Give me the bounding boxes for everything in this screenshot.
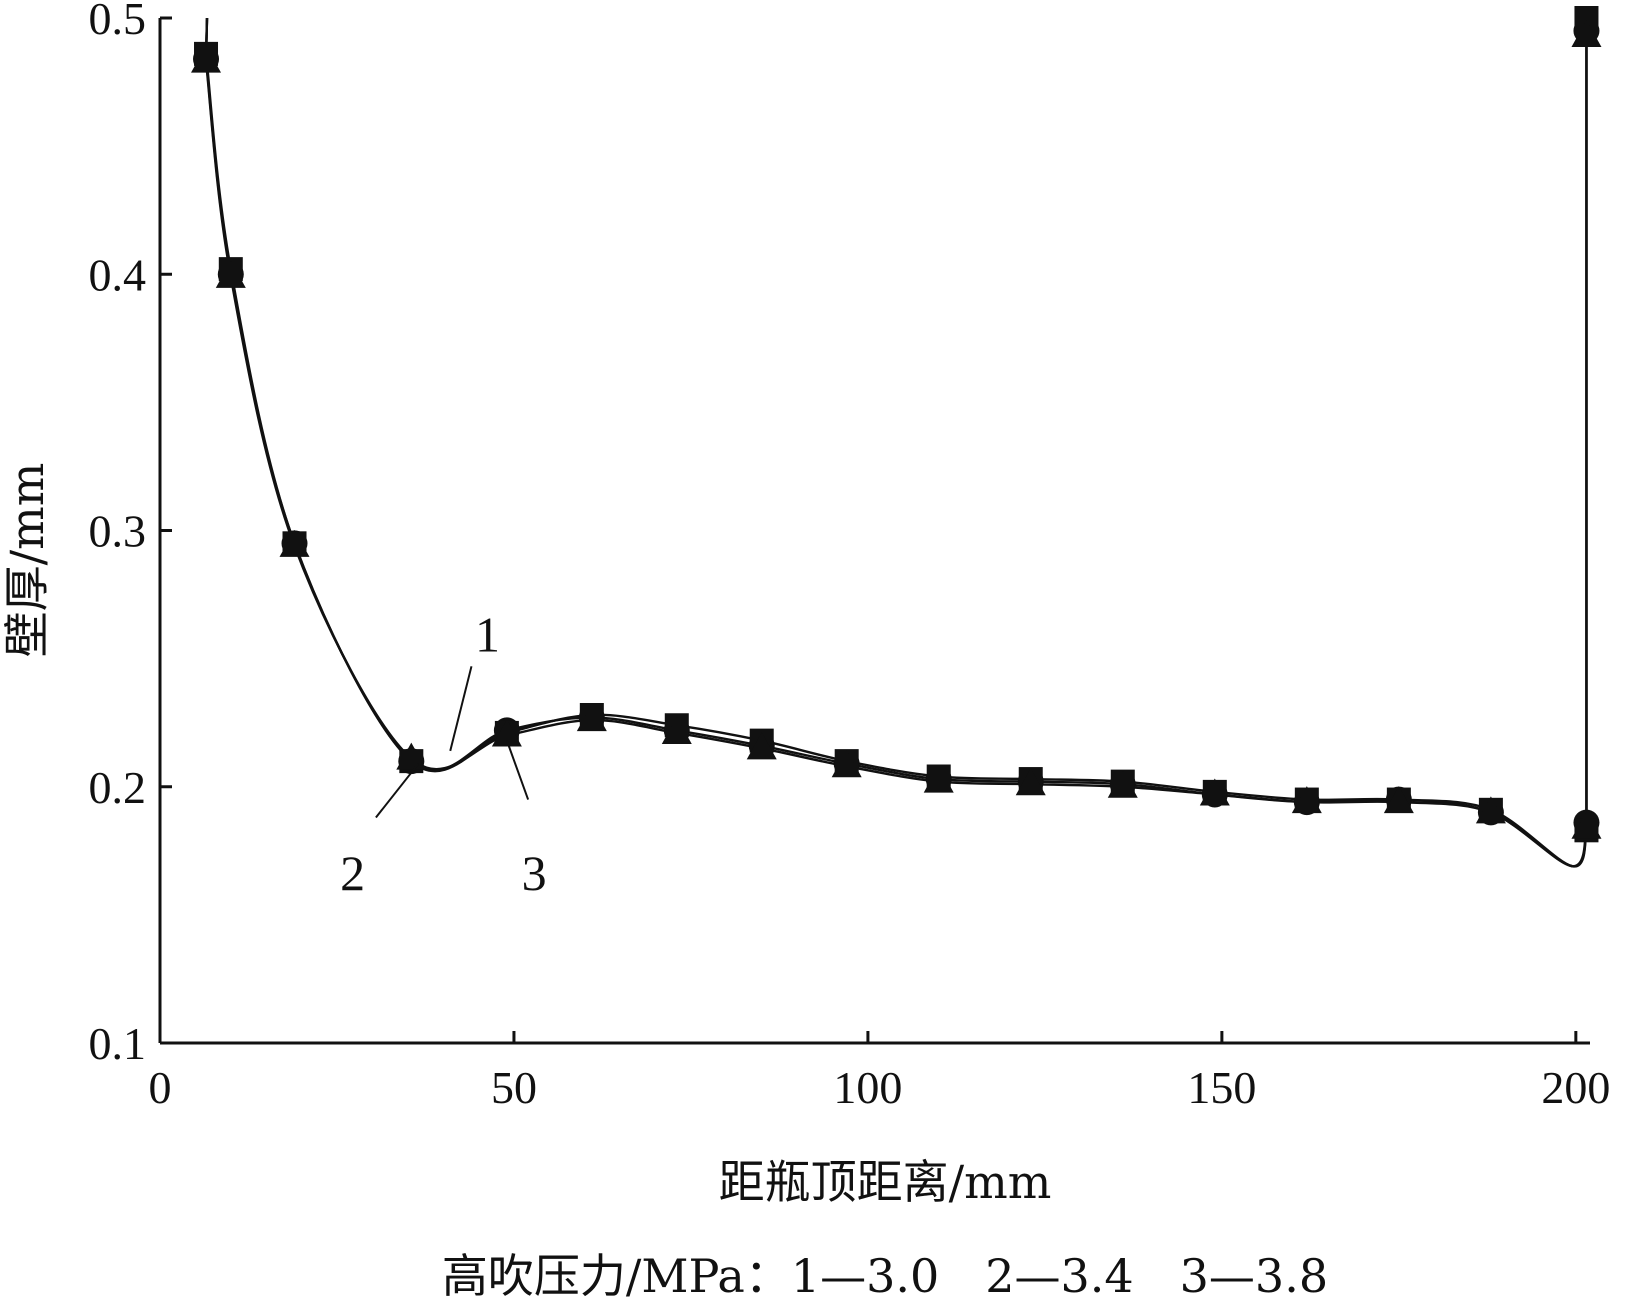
annotation-leader-2 xyxy=(375,763,420,819)
series-line-3 xyxy=(204,61,1588,868)
series-markers xyxy=(191,6,1602,843)
axes xyxy=(158,18,1590,1045)
x-axis-title: 距瓶顶距离/mm xyxy=(719,1155,1052,1209)
x-tick-label: 200 xyxy=(1541,1062,1610,1113)
marker-series-3 xyxy=(1383,786,1414,814)
marker-series-3 xyxy=(491,719,522,747)
y-axis-title: 壁厚/mm xyxy=(0,463,54,658)
marker-series-3 xyxy=(396,742,427,770)
marker-series-3 xyxy=(279,529,310,557)
marker-series-3 xyxy=(1107,770,1138,798)
marker-series-3 xyxy=(1199,778,1230,806)
series-line-2 xyxy=(204,53,1588,868)
series-lines xyxy=(204,17,1588,868)
marker-series-3 xyxy=(215,260,246,288)
marker-series-3 xyxy=(1571,811,1602,839)
marker-series-3 xyxy=(1571,19,1602,47)
x-tick-label: 150 xyxy=(1187,1062,1256,1113)
y-tick-label: 0.4 xyxy=(89,249,147,300)
y-tick-label: 0.2 xyxy=(89,762,147,813)
ticks: 0 50 100 150 200 0.1 0.2 0.3 0.4 0.5 xyxy=(89,0,1611,1113)
marker-series-3 xyxy=(1291,786,1322,814)
curve-label-1: 1 xyxy=(475,607,500,663)
annotation-leader-1 xyxy=(449,666,473,752)
marker-series-3 xyxy=(831,750,862,778)
marker-series-3 xyxy=(746,732,777,760)
x-tick-label: 100 xyxy=(833,1062,902,1113)
curve-label-2: 2 xyxy=(340,845,365,901)
marker-series-3 xyxy=(191,45,222,73)
y-tick-label: 0.1 xyxy=(89,1018,147,1069)
marker-series-3 xyxy=(1015,768,1046,796)
annotation-leader-3 xyxy=(505,740,530,800)
pressure-legend-caption: 高吹压力/MPa：1—3.0 2—3.4 3—3.8 xyxy=(442,1249,1328,1303)
marker-series-3 xyxy=(1475,796,1506,824)
y-tick-label: 0.5 xyxy=(89,0,147,44)
x-tick-label: 50 xyxy=(491,1062,537,1113)
marker-series-3 xyxy=(661,716,692,744)
curve-label-3: 3 xyxy=(522,845,547,901)
curve-annotations: 1 2 3 xyxy=(340,607,546,902)
marker-series-3 xyxy=(923,765,954,793)
series-line-1 xyxy=(204,58,1588,868)
marker-series-3 xyxy=(576,704,607,732)
x-tick-label: 0 xyxy=(149,1062,172,1113)
y-tick-label: 0.3 xyxy=(89,506,147,557)
